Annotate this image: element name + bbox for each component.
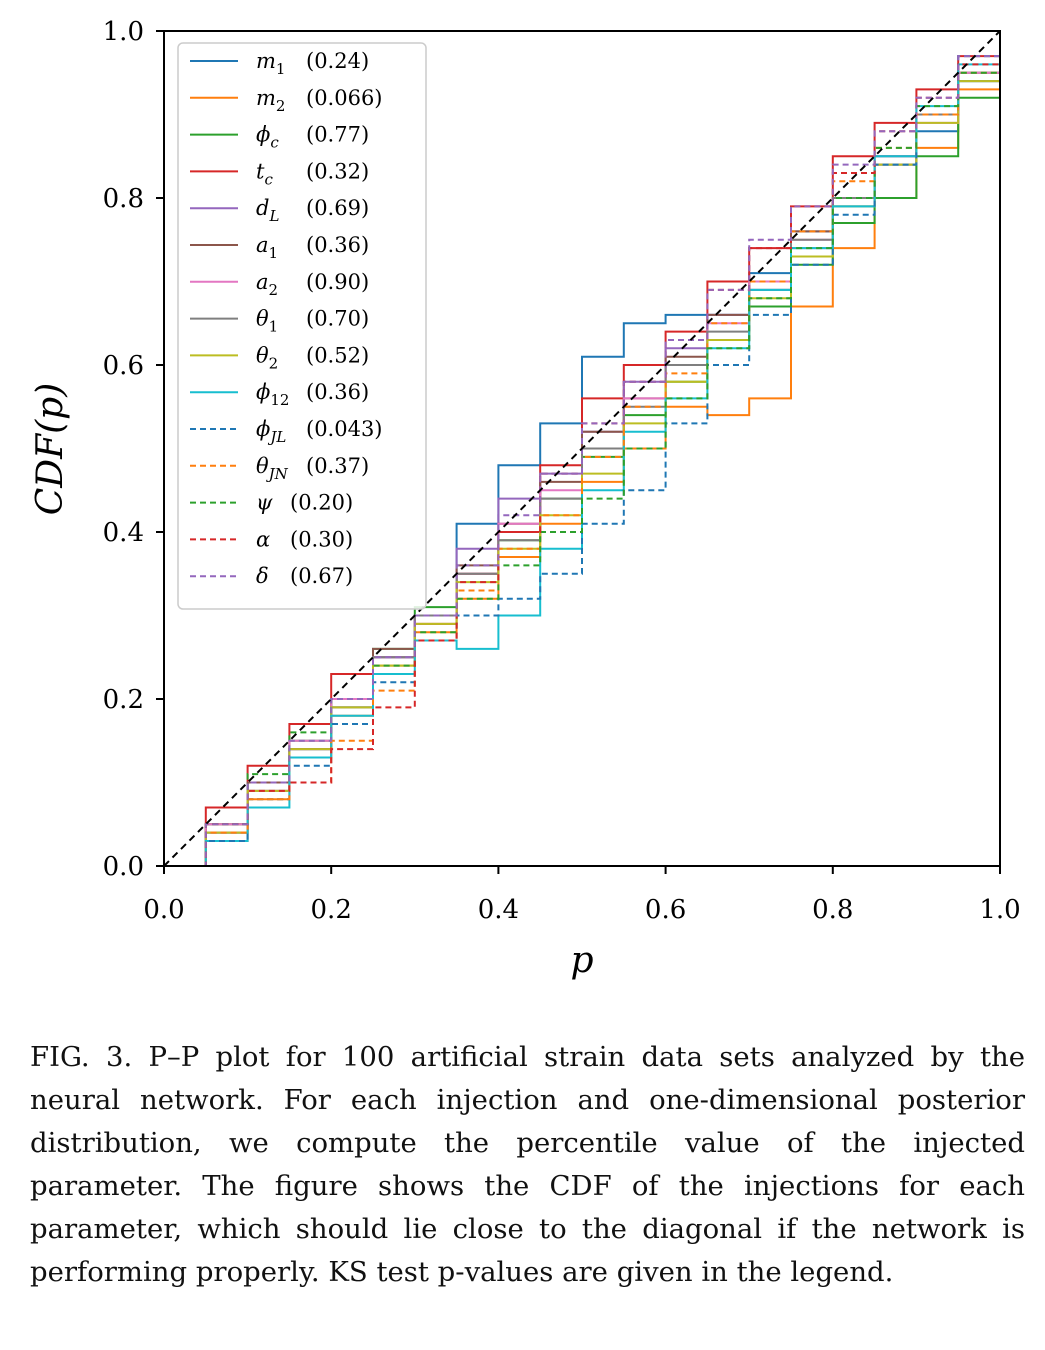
legend-box	[177, 42, 427, 610]
legend-ks-value: (0.066)	[306, 86, 383, 110]
legend-ks-value: (0.69)	[306, 196, 369, 220]
series-line-delta	[164, 31, 1001, 867]
series-layer	[164, 31, 1001, 867]
y-tick-label: 0.0	[103, 852, 144, 882]
x-tick-label: 0.0	[143, 895, 184, 925]
x-axis-title: p	[570, 940, 593, 981]
legend-ks-value: (0.32)	[306, 159, 369, 183]
x-tick-label: 0.8	[812, 895, 853, 925]
pp-plot: 0.0 0.2 0.4 0.6 0.8 1.0 0.0 0.2 0.4 0.6 0.8 1.0 m1(…	[30, 17, 1021, 981]
legend-label: α (0.30)	[256, 527, 353, 551]
y-tick-label: 0.8	[103, 184, 144, 214]
legend: m1 (0.24) m2 (0.066) ϕc (0.77) tc (0.32) dL (0.69…	[177, 42, 427, 610]
x-tick-label: 0.6	[645, 895, 686, 925]
legend-label: dL (0.69)	[256, 196, 369, 225]
legend-ks-value: (0.30)	[290, 527, 353, 551]
series-line-psi	[164, 31, 1001, 867]
legend-ks-value: (0.36)	[306, 233, 369, 257]
y-tick-label: 0.6	[103, 351, 144, 381]
diagonal-reference-line	[163, 30, 1001, 867]
legend-ks-value: (0.37)	[306, 454, 369, 478]
legend-label: a1 (0.36)	[256, 233, 369, 262]
legend-label: ψ (0.20)	[256, 491, 353, 515]
legend-ks-value: (0.52)	[306, 343, 369, 367]
y-tick-label: 1.0	[103, 17, 144, 47]
legend-label: δ (0.67)	[256, 564, 353, 588]
plot-frame	[163, 30, 1001, 867]
ticks-layer: 0.0 0.2 0.4 0.6 0.8 1.0 0.0 0.2 0.4 0.6 0.8 1.0	[103, 17, 1021, 925]
legend-label: m2 (0.066)	[256, 86, 383, 115]
legend-label: ϕ12 (0.36)	[256, 380, 369, 409]
legend-label: θJN (0.37)	[256, 454, 369, 483]
y-tick-label: 0.2	[103, 685, 144, 715]
legend-label: θ1 (0.70)	[256, 307, 369, 336]
x-tick-label: 1.0	[979, 895, 1020, 925]
x-tick-label: 0.2	[311, 895, 352, 925]
legend-label: ϕc (0.77)	[256, 123, 369, 152]
legend-ks-value: (0.20)	[290, 491, 353, 515]
y-tick-label: 0.4	[103, 518, 144, 548]
legend-ks-value: (0.90)	[306, 270, 369, 294]
legend-label: θ2 (0.52)	[256, 343, 369, 372]
figure-caption: FIG. 3. P–P plot for 100 artificial stra…	[30, 1041, 1025, 1288]
legend-ks-value: (0.36)	[306, 380, 369, 404]
legend-label: a2 (0.90)	[256, 270, 369, 299]
diagonal-layer	[163, 30, 1001, 867]
legend-ks-value: (0.67)	[290, 564, 353, 588]
legend-label: tc (0.32)	[256, 159, 369, 188]
y-axis-title: CDF(p)	[30, 383, 71, 516]
legend-label: ϕJL (0.043)	[256, 417, 383, 446]
legend-ks-value: (0.24)	[306, 49, 369, 73]
x-tick-label: 0.4	[478, 895, 519, 925]
legend-ks-value: (0.77)	[306, 123, 369, 147]
legend-ks-value: (0.70)	[306, 307, 369, 331]
legend-ks-value: (0.043)	[306, 417, 383, 441]
legend-label: m1 (0.24)	[256, 49, 369, 78]
